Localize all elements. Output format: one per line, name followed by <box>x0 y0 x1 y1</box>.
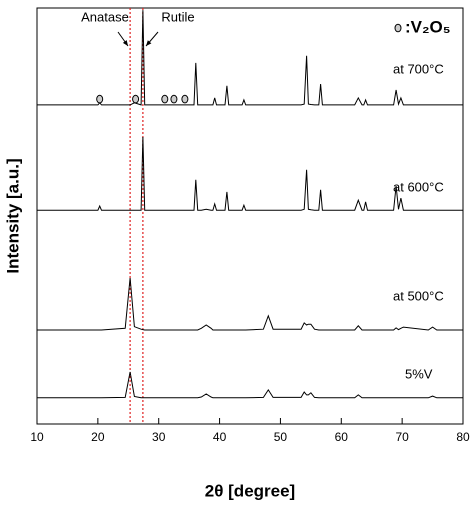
series-label: at 500°C <box>393 288 444 303</box>
x-tick-label: 80 <box>456 430 470 444</box>
phase-marker <box>161 94 169 104</box>
series-line <box>37 136 463 211</box>
phase-marker <box>181 94 189 104</box>
legend-marker <box>394 23 402 33</box>
series-label: at 600°C <box>393 179 444 194</box>
x-tick-label: 30 <box>152 430 166 444</box>
reference-label: Anatase <box>81 9 129 24</box>
series-line <box>37 371 463 399</box>
x-tick-label: 60 <box>335 430 349 444</box>
x-tick-label: 20 <box>91 430 105 444</box>
series-label: 5%V <box>405 366 433 381</box>
phase-marker <box>132 94 140 104</box>
phase-marker <box>170 94 178 104</box>
series-label: at 700°C <box>393 61 444 76</box>
x-tick-label: 10 <box>30 430 44 444</box>
series-line <box>37 277 463 331</box>
series-line <box>37 10 463 106</box>
x-tick-label: 40 <box>213 430 227 444</box>
reference-label: Rutile <box>161 9 194 24</box>
plot-frame <box>36 7 464 425</box>
phase-marker <box>96 94 104 104</box>
x-tick-label: 50 <box>274 430 288 444</box>
arrow-head <box>122 40 128 46</box>
x-tick-label: 70 <box>395 430 409 444</box>
x-axis-title: 2θ [degree] <box>205 481 295 500</box>
legend-label: :V₂O₅ <box>405 17 451 36</box>
y-axis-title: Intensity [a.u.] <box>3 158 22 273</box>
arrow-head <box>146 40 152 46</box>
